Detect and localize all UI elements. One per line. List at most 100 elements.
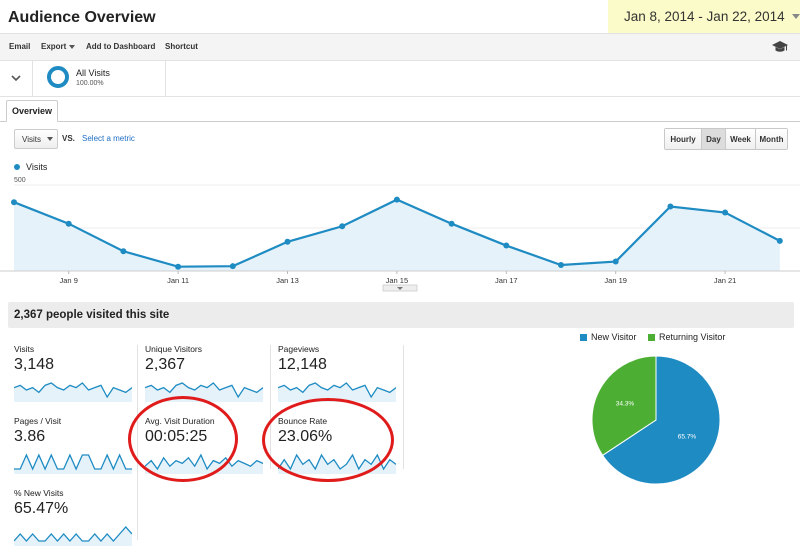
data-point [11,199,17,206]
sparkline-fill [14,455,132,474]
metric-value: 12,148 [278,356,327,373]
email-button[interactable]: Email [9,42,31,51]
metric-label: % New Visits [14,488,64,498]
sparkline [14,526,132,546]
pie-legend-returning-visitor: Returning Visitor [648,332,725,342]
add-to-dashboard-button[interactable]: Add to Dashboard [86,42,156,51]
select-metric-link[interactable]: Select a metric [82,134,135,143]
sparkline-fill [14,527,132,546]
month-button[interactable]: Month [755,129,787,149]
metric-tile-new-visits[interactable]: % New Visits 65.47% [8,486,140,551]
annotation-circle [128,396,238,482]
metric-label: Visits [14,344,35,354]
legend-swatch-icon [648,333,655,341]
data-point [284,238,291,245]
metric-tile-pages-per-visit[interactable]: Pages / Visit 3.86 [8,414,140,482]
x-tick-label: Jan 21 [714,276,737,285]
x-tick-label: Jan 15 [386,276,409,285]
pie-legend-label: Returning Visitor [659,332,726,342]
pie-legend-label: New Visitor [591,332,637,342]
tab-strip: Overview [0,97,800,122]
sparkline-line [14,453,132,471]
legend-swatch-icon [580,333,587,341]
x-tick-label: Jan 17 [495,276,518,285]
segment-ring-icon [47,66,69,88]
segment-expand-button[interactable] [0,61,33,96]
segment-name: All Visits [76,68,110,78]
chevron-down-icon [791,14,800,19]
y-tick-label: 500 [14,177,26,184]
sparkline-line [14,382,132,399]
segment-percent: 100.00% [76,80,104,87]
page-title: Audience Overview [8,9,156,26]
metric-value: 3,148 [14,356,55,373]
date-range-label: Jan 8, 2014 - Jan 22, 2014 [624,9,785,24]
tab-overview[interactable]: Overview [6,100,58,122]
metric-tile-visits[interactable]: Visits 3,148 [8,342,140,410]
data-point [776,237,783,244]
summary-headline: 2,367 people visited this site [8,302,794,328]
chart-legend: Visits [14,162,47,172]
data-point [448,220,455,227]
sparkline [14,382,132,402]
chevron-down-icon [69,44,76,49]
segment-row: All Visits 100.00% [0,61,800,97]
metric-label: Unique Visitors [145,344,203,354]
week-button[interactable]: Week [725,129,755,149]
time-granularity-toggle: Hourly Day Week Month [664,128,788,150]
data-point [722,209,729,216]
data-point [65,220,72,227]
metric-label: Pageviews [278,344,320,354]
annotation-circle [262,398,394,482]
vs-label: VS. [62,134,75,143]
legend-label: Visits [26,162,48,172]
data-point [558,261,564,268]
sparkline [14,453,132,474]
data-point [175,263,182,270]
header: Audience Overview Jan 8, 2014 - Jan 22, … [0,0,800,33]
pie-slice [591,355,657,456]
sparkline-line [145,382,263,399]
tile-divider [270,345,271,469]
data-point [503,242,510,249]
metric-select-label: Visits [22,134,41,144]
sparkline [278,382,396,402]
pie-legend-new-visitor: New Visitor [580,332,636,342]
toolbar: Email Export Add to Dashboard Shortcut [0,33,800,61]
pie-slice-label: 65.7% [678,434,697,441]
data-point [229,263,236,270]
metric-value: 2,367 [145,356,186,373]
hourly-button[interactable]: Hourly [665,129,701,149]
visitor-type-pie-chart: 65.7% 34.3% [591,355,721,485]
tile-divider [403,345,404,469]
day-button[interactable]: Day [701,129,725,149]
chevron-down-icon [397,287,403,290]
data-point [393,196,400,203]
x-tick-label: Jan 13 [276,276,299,285]
segment-all-visits[interactable]: All Visits 100.00% [34,61,166,96]
metric-select[interactable]: Visits [14,129,58,149]
pie-slice [601,355,721,485]
data-point [667,203,674,210]
export-button[interactable]: Export [41,42,76,51]
metric-tile-pageviews[interactable]: Pageviews 12,148 [272,342,404,410]
metric-label: Pages / Visit [14,416,62,426]
legend-dot-icon [14,164,20,170]
graduation-cap-icon[interactable] [772,40,788,54]
shortcut-button[interactable]: Shortcut [165,42,198,51]
date-range-picker[interactable]: Jan 8, 2014 - Jan 22, 2014 [608,0,800,33]
chevron-down-icon [46,137,53,141]
data-point [612,258,619,265]
chevron-down-icon [11,75,21,82]
metric-value: 3.86 [14,428,46,445]
metric-value: 65.47% [14,500,69,517]
data-point [339,223,346,230]
pie-slice-label: 34.3% [616,400,635,407]
x-tick-label: Jan 11 [167,276,189,285]
data-point [120,248,127,255]
x-tick-label: Jan 9 [60,276,78,285]
x-tick-label: Jan 19 [604,276,627,285]
area-fill [14,199,780,271]
sparkline-line [14,526,132,542]
